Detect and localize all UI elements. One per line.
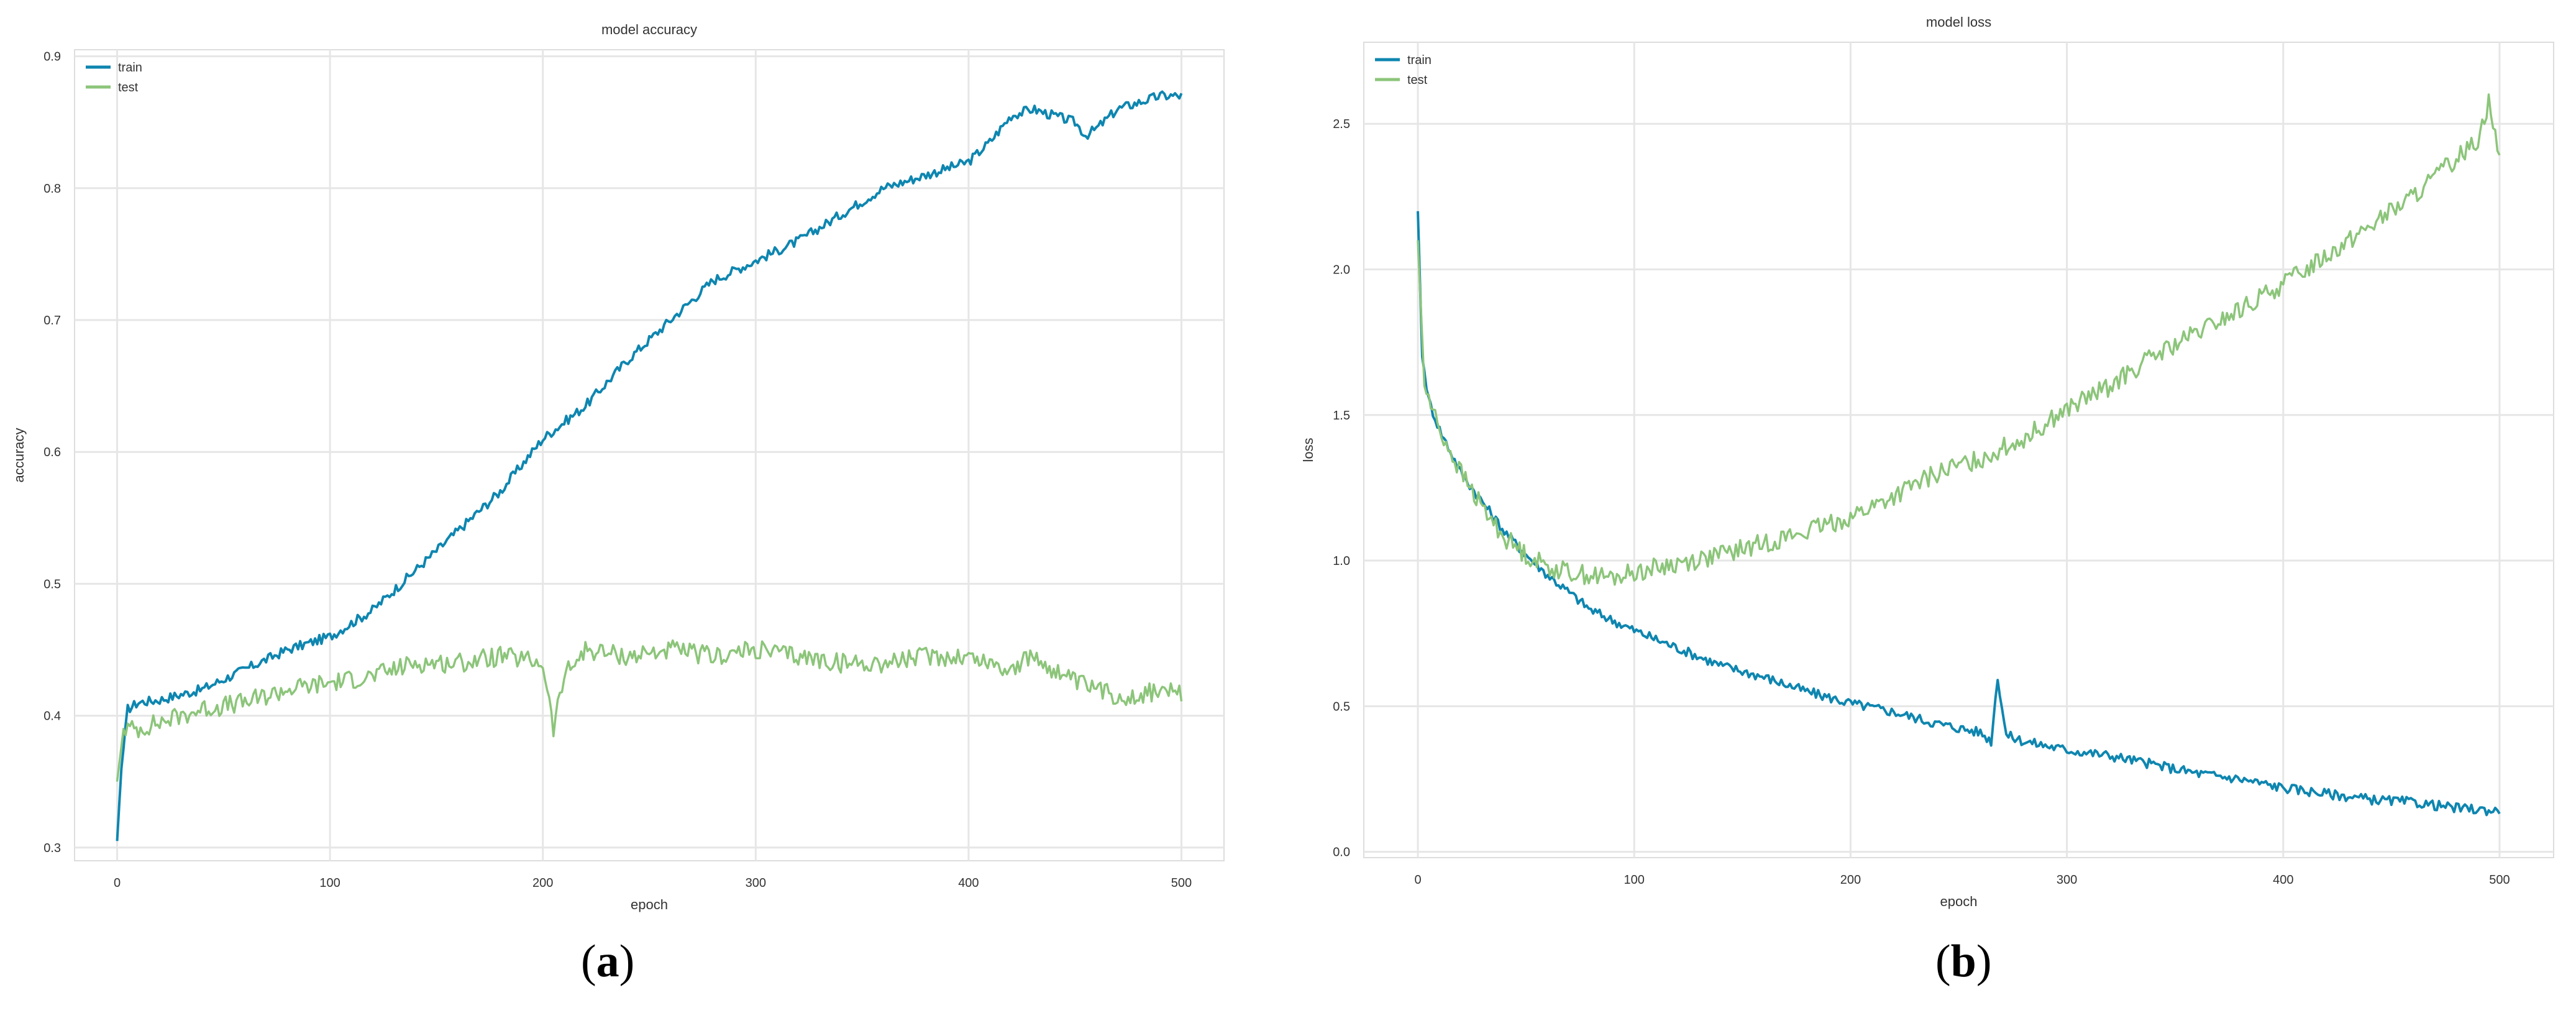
loss-y-tick-label: 0.0 (1333, 846, 1350, 859)
accuracy-y-tick-label: 0.7 (43, 314, 61, 328)
loss-y-tick-label: 0.5 (1333, 700, 1350, 713)
loss-y-tick-label: 2.0 (1333, 263, 1350, 277)
accuracy-y-tick-label: 0.6 (43, 446, 61, 459)
accuracy-y-tick-label: 0.8 (43, 182, 61, 196)
loss-legend-test-label: test (1407, 73, 1428, 87)
loss-x-tick-label: 500 (2489, 873, 2510, 887)
accuracy-x-tick-label: 500 (1171, 876, 1192, 890)
loss-test-line (1417, 93, 2501, 586)
accuracy-x-axis-label: epoch (631, 897, 668, 912)
accuracy-y-axis-label: accuracy (11, 428, 27, 482)
loss-y-tick-label: 2.5 (1333, 117, 1350, 131)
accuracy-y-tick-label: 0.4 (43, 710, 61, 723)
loss-x-tick-label: 200 (1840, 873, 1861, 887)
accuracy-chart: 0 100 200 300 400 500 0.3 0.4 0.5 0.6 0.7 0.8 0.9 mod… (11, 22, 1225, 912)
caption-b-letter: b (1950, 936, 1976, 987)
accuracy-y-tick-label: 0.5 (43, 577, 61, 591)
accuracy-x-tick-label: 200 (532, 876, 553, 890)
accuracy-legend-train-label: train (118, 61, 142, 75)
loss-x-tick-label: 100 (1624, 873, 1645, 887)
accuracy-legend-test-label: test (118, 81, 139, 94)
accuracy-train-line (116, 90, 1183, 841)
caption-a: (a) (581, 936, 635, 987)
accuracy-chart-title: model accuracy (601, 22, 697, 37)
accuracy-x-tick-label: 0 (114, 876, 121, 890)
accuracy-x-tick-label: 100 (319, 876, 340, 890)
accuracy-y-tick-label: 0.3 (43, 841, 61, 855)
loss-x-axis-label: epoch (1940, 894, 1978, 909)
loss-train-line (1417, 211, 2501, 817)
accuracy-plot-area (74, 49, 1225, 861)
loss-x-tick-label: 0 (1414, 873, 1421, 887)
accuracy-x-tick-label: 300 (746, 876, 766, 890)
accuracy-x-tick-label: 400 (958, 876, 979, 890)
loss-y-tick-label: 1.0 (1333, 554, 1350, 568)
loss-y-axis-label: loss (1300, 438, 1316, 462)
loss-legend-train-label: train (1407, 53, 1432, 67)
caption-a-letter: a (596, 936, 619, 987)
loss-chart: 0 100 200 300 400 500 0.0 0.5 1.0 1.5 2.0 2.5 model … (1300, 14, 2554, 909)
loss-chart-title: model loss (1926, 14, 1991, 30)
loss-x-tick-label: 300 (2057, 873, 2077, 887)
loss-plot-area (1363, 42, 2554, 858)
accuracy-test-line (116, 639, 1183, 782)
caption-b: (b) (1935, 936, 1992, 987)
loss-x-tick-label: 400 (2273, 873, 2293, 887)
accuracy-y-tick-label: 0.9 (43, 50, 61, 64)
loss-y-tick-label: 1.5 (1333, 409, 1350, 423)
